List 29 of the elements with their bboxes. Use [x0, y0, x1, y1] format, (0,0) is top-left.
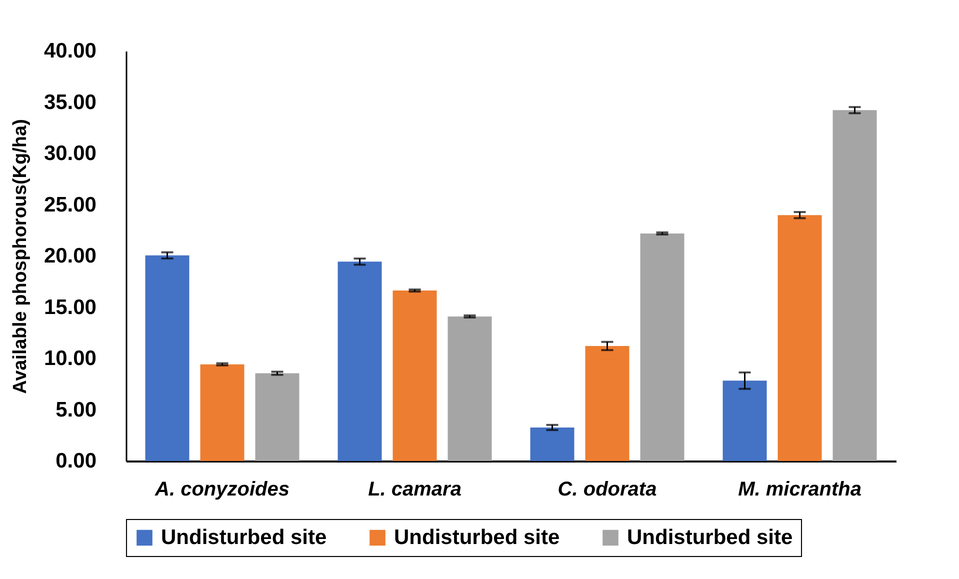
bar [338, 262, 382, 461]
bar [722, 380, 767, 461]
x-tick-label: A. conyzoides [154, 478, 290, 500]
y-tick-label: 5.00 [56, 398, 96, 422]
bar [585, 346, 630, 461]
y-tick-label: 30.00 [44, 142, 96, 165]
bar [392, 290, 437, 461]
x-tick-label: L. camara [368, 478, 462, 500]
bar [255, 373, 300, 461]
x-tick-label: M. micrantha [738, 478, 862, 500]
legend-label: Undisturbed site [394, 526, 560, 549]
y-axis-title: Available phosphorous(Kg/ha) [10, 119, 31, 394]
bar [778, 215, 822, 461]
bar [530, 427, 574, 461]
bar [832, 110, 877, 461]
y-tick-label: 40.00 [44, 40, 96, 62]
y-tick-label: 20.00 [44, 244, 96, 268]
y-tick-label: 10.00 [44, 347, 96, 370]
bar [640, 233, 684, 461]
legend-label: Undisturbed site [627, 526, 793, 549]
y-tick-label: 35.00 [44, 90, 96, 114]
y-tick-label: 15.00 [44, 296, 96, 319]
bar [145, 255, 190, 461]
y-tick-label: 0.00 [56, 450, 96, 472]
bar [200, 364, 244, 461]
legend-label: Undisturbed site [161, 526, 327, 549]
bar [448, 316, 492, 461]
y-tick-label: 25.00 [44, 193, 96, 216]
x-tick-label: C. odorata [558, 478, 657, 500]
